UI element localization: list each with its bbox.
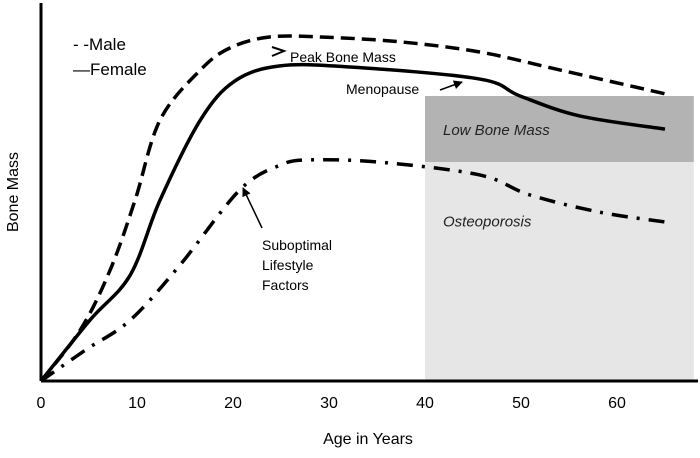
legend-female: —Female: [73, 60, 147, 79]
region-label: Osteoporosis: [443, 214, 532, 231]
region-osteoporosis: [425, 162, 694, 381]
annotation-suboptimal-lifestyle: Suboptimal: [262, 237, 332, 253]
x-tick-label: 20: [224, 395, 242, 412]
annotation-suboptimal-lifestyle: Lifestyle: [262, 257, 314, 273]
x-tick-label: 0: [37, 395, 46, 412]
y-axis-label: Bone Mass: [5, 152, 22, 232]
annotation-suboptimal-lifestyle: Factors: [262, 277, 309, 293]
region-label: Low Bone Mass: [443, 122, 550, 139]
x-tick-label: 60: [608, 395, 626, 412]
annotation-menopause: Menopause: [346, 81, 419, 97]
x-tick-label: 40: [416, 395, 434, 412]
x-tick-label: 10: [128, 395, 146, 412]
region-low-bone-mass: [425, 95, 694, 163]
legend-male: - -Male: [73, 35, 126, 54]
series-suboptimal-lifestyle-factors: [39, 157, 666, 383]
x-tick-label: 30: [320, 395, 338, 412]
series-female: [39, 62, 666, 383]
peak-bracket-icon: [271, 46, 287, 57]
x-tick-label: 50: [512, 395, 530, 412]
x-axis-label: Age in Years: [323, 431, 413, 448]
series-male: [39, 34, 671, 383]
annotation-peak-bone-mass: Peak Bone Mass: [290, 49, 396, 65]
suboptimal-arrow-icon: [242, 187, 263, 229]
menopause-arrow-icon: [439, 80, 463, 91]
